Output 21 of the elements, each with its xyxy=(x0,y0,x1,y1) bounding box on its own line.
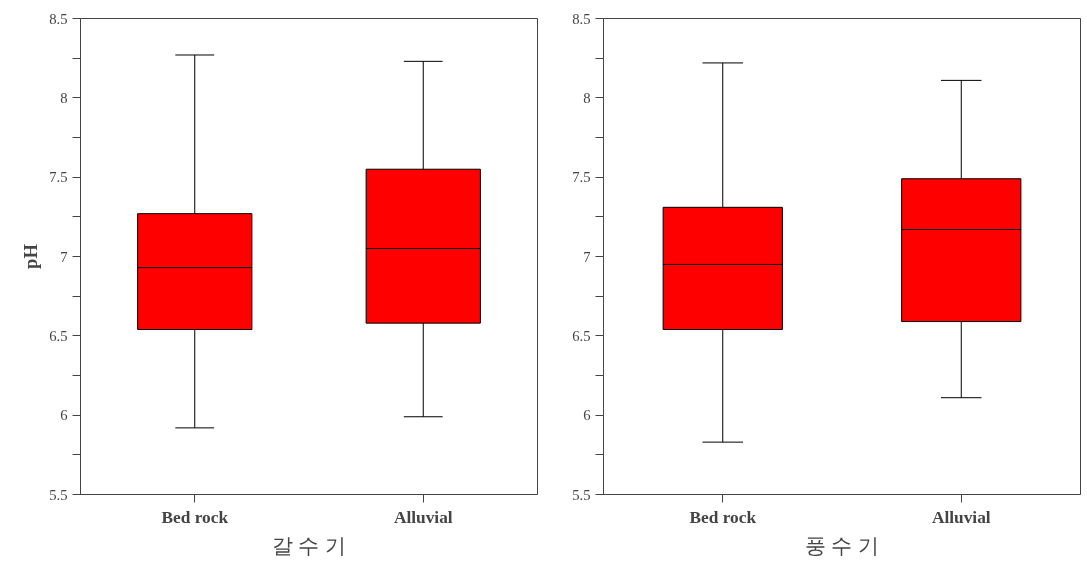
x-axis-title: 풍 수 기 xyxy=(805,533,879,558)
y-tick-label: 6 xyxy=(60,407,68,424)
y-tick-label: 6 xyxy=(583,407,591,424)
y-tick-label: 6.5 xyxy=(572,327,591,344)
x-tick-label: Alluvial xyxy=(931,507,991,527)
y-axis-title: pH xyxy=(20,243,42,269)
y-tick-label: 6.5 xyxy=(49,327,68,344)
y-tick-label: 7 xyxy=(60,248,68,265)
y-tick-label: 8.5 xyxy=(572,10,591,27)
x-tick-label: Bed rock xyxy=(689,507,757,527)
y-tick-label: 7.5 xyxy=(572,169,591,186)
y-tick-label: 8.5 xyxy=(49,10,68,27)
y-tick-label: 5.5 xyxy=(49,486,68,503)
y-tick-label: 5.5 xyxy=(572,486,591,503)
x-tick-label: Bed rock xyxy=(161,507,229,527)
y-tick-label: 7.5 xyxy=(49,169,68,186)
y-tick-label: 8 xyxy=(583,89,591,106)
x-tick-label: Alluvial xyxy=(393,507,453,527)
y-tick-label: 8 xyxy=(60,89,68,106)
y-tick-label: 7 xyxy=(583,248,591,265)
x-axis-title: 갈 수 기 xyxy=(272,533,346,558)
